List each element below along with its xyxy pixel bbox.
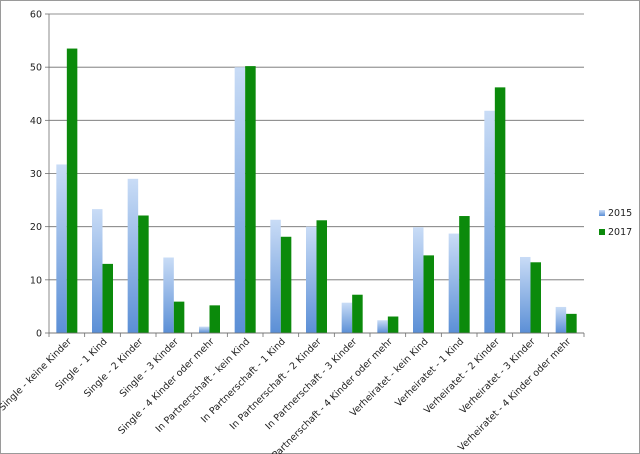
- bar-2015-5: [199, 326, 210, 333]
- legend-label-2017: 2017: [608, 227, 632, 238]
- bars: [56, 48, 577, 334]
- bar-2015-6: [234, 67, 246, 334]
- bar-2015-14: [520, 256, 531, 333]
- y-tick-label: 40: [30, 116, 42, 127]
- bar-2017-14: [530, 262, 541, 333]
- legend: 2015 2017: [599, 208, 632, 238]
- bar-2015-7: [270, 219, 281, 333]
- bar-2015-8: [306, 226, 317, 333]
- bar-2015-13: [484, 110, 495, 333]
- bar-2017-1: [66, 48, 78, 333]
- bar-2017-8: [316, 220, 327, 333]
- bar-2015-15: [555, 306, 567, 333]
- y-tick-label: 0: [36, 329, 42, 340]
- bar-2015-10: [377, 320, 388, 333]
- bar-2017-15: [566, 313, 577, 333]
- bar-2015-4: [163, 257, 174, 333]
- bar-2015-9: [341, 302, 353, 333]
- bar-2017-11: [423, 255, 434, 333]
- bar-2017-5: [209, 305, 220, 333]
- bar-2015-3: [127, 178, 139, 333]
- legend-swatch-2017: [599, 229, 605, 235]
- bar-2017-9: [352, 294, 363, 333]
- bar-2015-11: [413, 227, 424, 333]
- bar-2017-7: [280, 236, 292, 333]
- bar-2017-2: [102, 263, 113, 333]
- bar-2015-2: [92, 209, 103, 333]
- y-tick-label: 50: [30, 63, 42, 74]
- bar-2015-12: [448, 233, 460, 333]
- axes: [45, 13, 585, 337]
- bar-2017-12: [459, 216, 470, 333]
- bar-2017-4: [173, 301, 185, 333]
- bar-2015-1: [56, 164, 67, 333]
- legend-swatch-2015: [599, 210, 605, 216]
- legend-label-2015: 2015: [608, 208, 632, 219]
- y-tick-label: 30: [30, 169, 42, 180]
- y-tick-label: 60: [30, 10, 42, 21]
- y-tick-label: 20: [30, 222, 42, 233]
- bar-2017-6: [245, 66, 256, 333]
- bar-2017-3: [138, 215, 149, 333]
- bar-2017-10: [387, 316, 399, 333]
- bar-2017-13: [494, 87, 506, 334]
- x-tick-label: Verheiratet - 1 Kind: [393, 336, 466, 409]
- y-tick-label: 10: [30, 275, 42, 286]
